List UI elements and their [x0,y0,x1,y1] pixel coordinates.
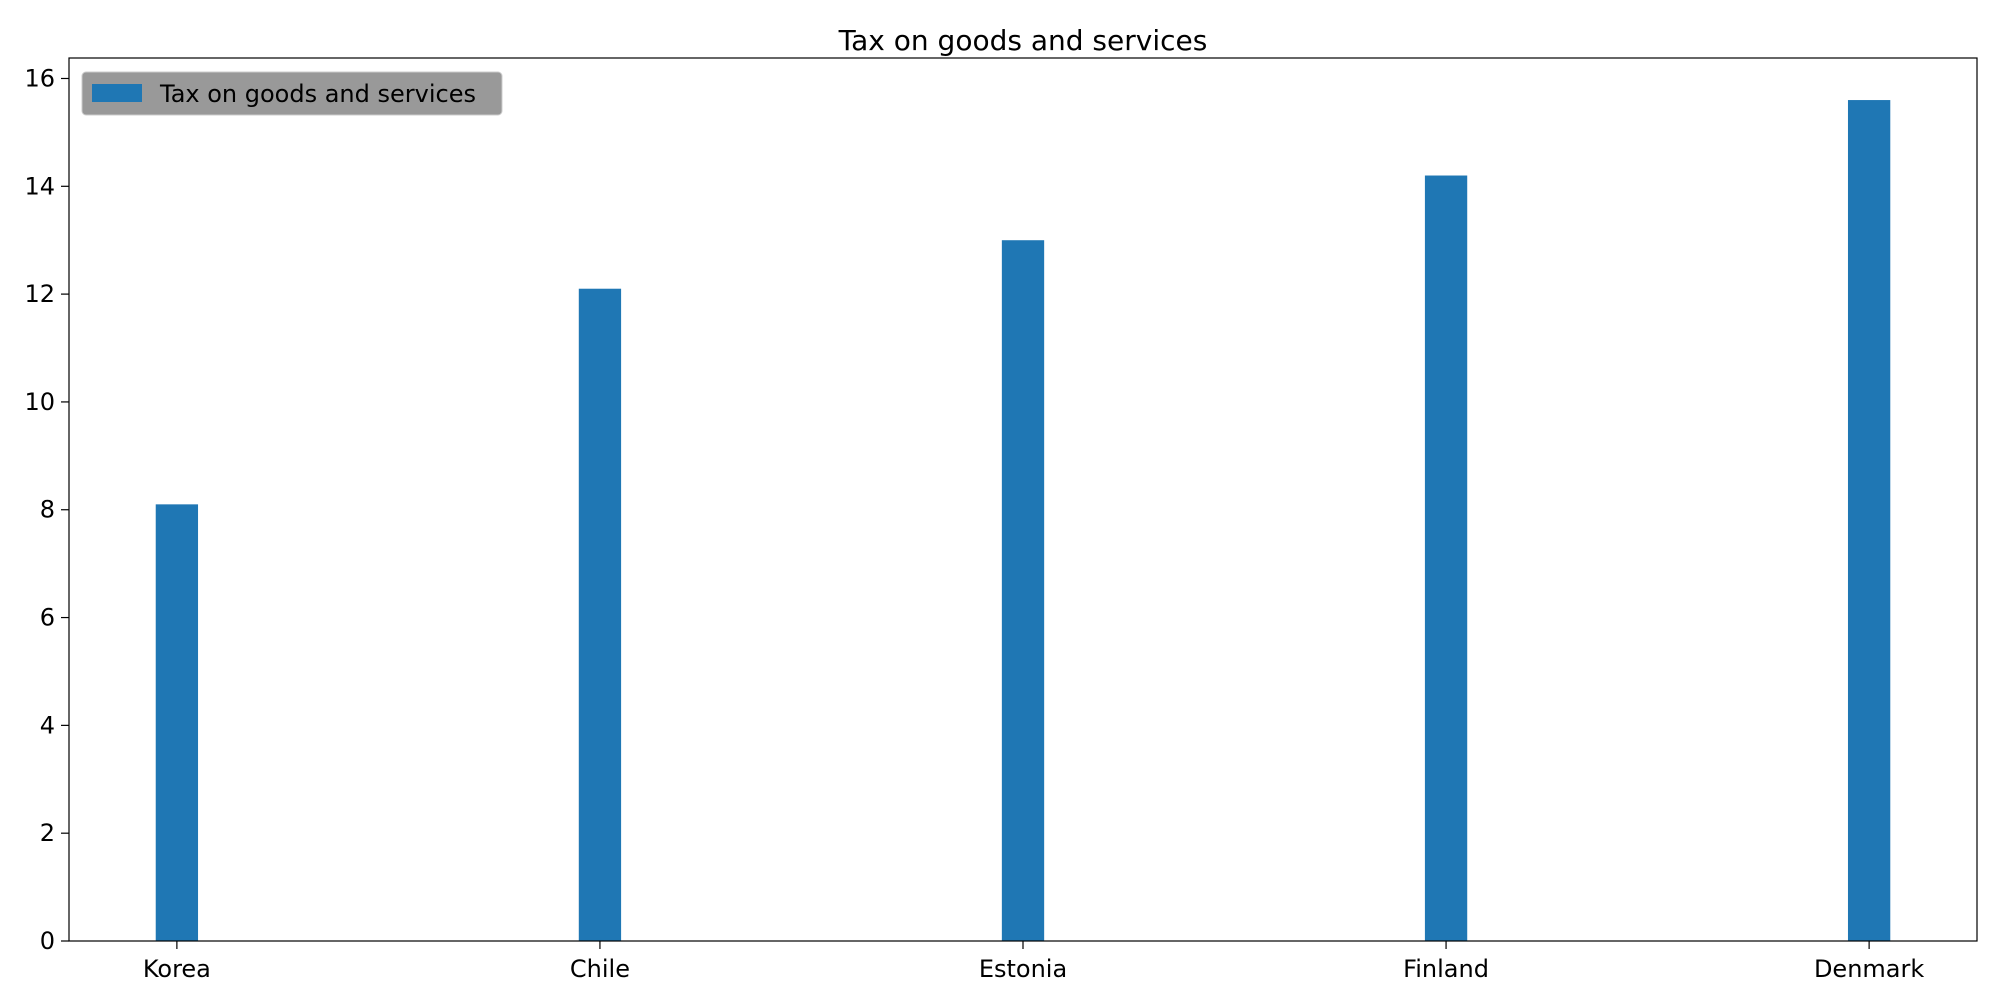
legend-swatch [92,84,142,102]
x-tick-label: Chile [570,955,630,983]
y-tick-label: 16 [24,64,55,92]
y-tick-label: 4 [40,711,55,739]
y-tick-label: 0 [40,927,55,955]
y-tick-label: 8 [40,496,55,524]
x-tick-label: Estonia [979,955,1067,983]
bar-chile [578,288,622,942]
chart-title: Tax on goods and services [838,24,1208,57]
y-tick-label: 14 [24,172,55,200]
legend: Tax on goods and services [81,71,503,116]
bar-denmark [1847,100,1891,942]
x-tick-label: Finland [1403,955,1489,983]
legend-label: Tax on goods and services [159,80,476,108]
x-tick-label: Denmark [1814,955,1924,983]
y-tick-label: 10 [24,388,55,416]
bar-korea [155,504,199,941]
bar-estonia [1001,240,1045,941]
y-tick-label: 12 [24,280,55,308]
x-tick-label: Korea [143,955,211,983]
y-tick-label: 2 [40,819,55,847]
legend-box [81,71,503,116]
y-tick-label: 6 [40,604,55,632]
bar-finland [1424,175,1468,941]
plot-area: 0 2 4 6 8 10 12 14 16 Korea Chile Estonia Finland Den… [24,57,1978,983]
